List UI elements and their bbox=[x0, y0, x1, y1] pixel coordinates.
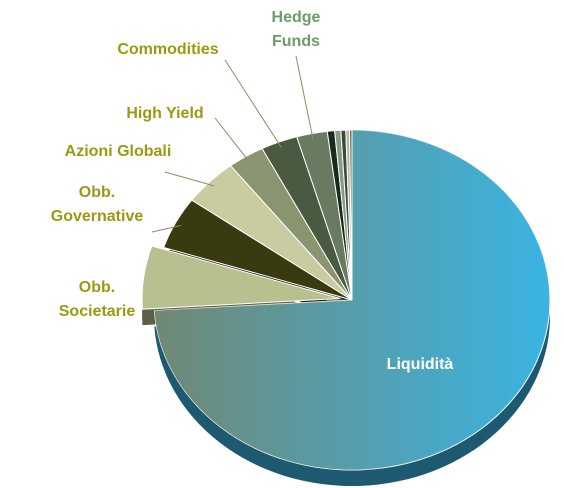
leader-line bbox=[164, 171, 215, 187]
slice bbox=[349, 129, 353, 301]
slice-label: Hedge Funds bbox=[271, 9, 321, 50]
leader-line bbox=[224, 59, 282, 148]
leader-line bbox=[295, 55, 314, 140]
slice-label: Obb. Societarie bbox=[58, 279, 136, 320]
slice-label: Azioni Globali bbox=[64, 143, 172, 160]
slice bbox=[141, 245, 341, 310]
leader-line bbox=[151, 225, 182, 233]
slice-label: Obb. Governative bbox=[50, 184, 144, 225]
slice-label: High Yield bbox=[126, 105, 204, 122]
slice-label: Commodities bbox=[117, 41, 219, 58]
slice-label: Liquidità bbox=[386, 356, 454, 373]
leader-line bbox=[214, 117, 250, 162]
